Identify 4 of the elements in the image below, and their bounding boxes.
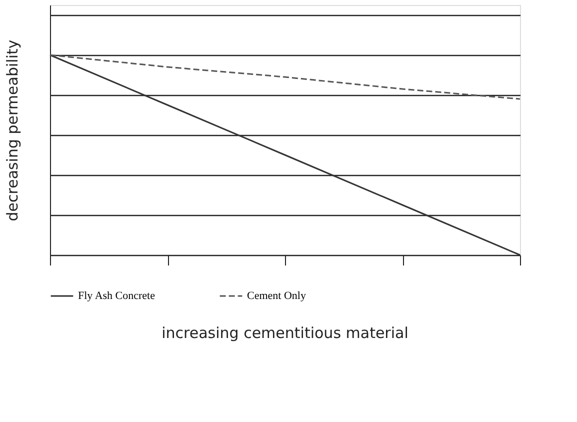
y-axis-title: decreasing permeability xyxy=(4,40,22,222)
legend-label: Fly Ash Concrete xyxy=(78,290,156,302)
x-axis-title: increasing cementitious material xyxy=(162,324,408,342)
legend-label: Cement Only xyxy=(247,290,306,302)
